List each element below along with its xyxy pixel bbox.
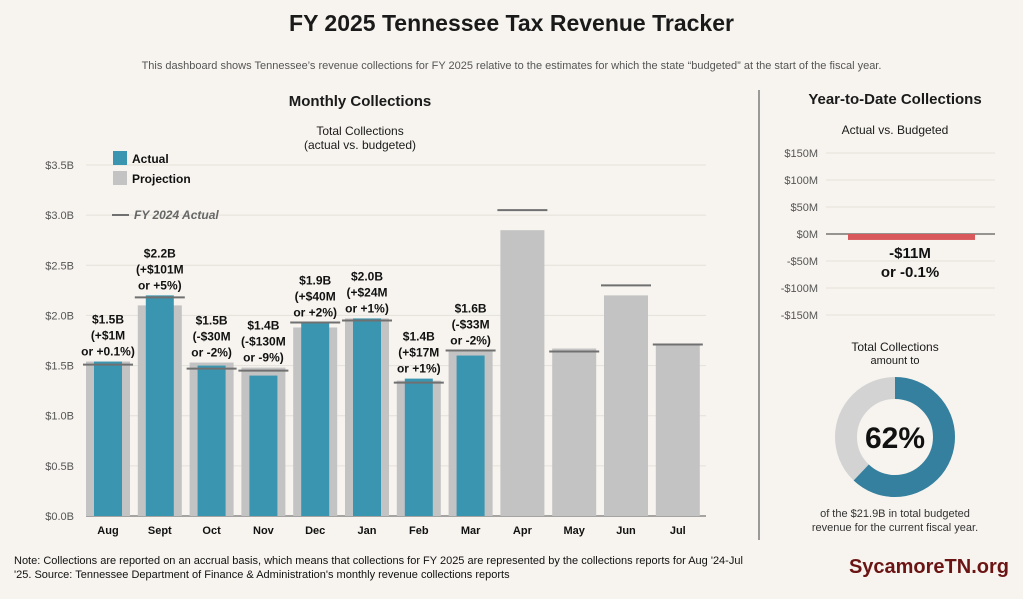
y-tick-label: $3.5B: [45, 160, 74, 172]
ytd-bar: [848, 234, 975, 240]
x-tick-label: May: [563, 525, 585, 537]
footnote-line1: Note: Collections are reported on an acc…: [14, 555, 743, 567]
projection-bar: [552, 348, 597, 516]
x-tick-label: Jul: [670, 525, 686, 537]
monthly-chart-title-line1: Total Collections: [316, 124, 404, 138]
data-label: (-$130M: [241, 335, 286, 349]
actual-bar: [404, 378, 433, 516]
ytd-chart-title: Actual vs. Budgeted: [841, 123, 949, 137]
ytd-y-tick-label: -$100M: [781, 283, 818, 295]
data-label: or +1%): [397, 362, 441, 376]
monthly-chart-title: Total Collections (actual vs. budgeted): [230, 124, 490, 152]
data-label: (+$24M: [346, 285, 387, 299]
y-tick-label: $2.0B: [45, 310, 74, 322]
data-label: (+$40M: [295, 289, 336, 303]
section-divider: [758, 90, 760, 540]
data-label: or -9%): [243, 351, 284, 365]
footnote: Note: Collections are reported on an acc…: [14, 554, 794, 582]
ytd-data-label: -$11M: [889, 245, 931, 262]
data-label: $2.0B: [351, 269, 383, 283]
legend-actual-swatch: [113, 151, 127, 165]
legend-projection-label: Projection: [132, 172, 191, 186]
x-tick-label: Jun: [616, 525, 636, 537]
y-tick-label: $1.0B: [45, 411, 74, 423]
legend-fy2024-label: FY 2024 Actual: [134, 208, 219, 222]
donut-caption-top: Total Collections amount to: [820, 340, 970, 368]
ytd-section-title: Year-to-Date Collections: [808, 91, 982, 108]
x-tick-label: Mar: [461, 525, 481, 537]
actual-bar: [456, 355, 485, 516]
x-tick-label: Apr: [513, 525, 533, 537]
ytd-y-tick-label: $100M: [784, 175, 818, 187]
actual-bar: [197, 365, 226, 516]
ytd-y-tick-label: $0M: [797, 229, 818, 241]
data-label: (-$33M: [452, 318, 490, 332]
projection-bar: [604, 295, 648, 516]
projection-bar: [655, 345, 700, 516]
data-label: $1.6B: [455, 302, 487, 316]
monthly-chart-title-line2: (actual vs. budgeted): [303, 138, 417, 152]
data-label: (+$17M: [398, 346, 439, 360]
y-tick-label: $0.5B: [45, 461, 74, 473]
ytd-y-tick-label: -$50M: [787, 256, 818, 268]
data-label: or +5%): [138, 278, 182, 292]
donut-footer-line1: of the $21.9B in total budgeted: [820, 508, 970, 520]
actual-bar: [249, 375, 278, 516]
x-tick-label: Dec: [305, 525, 325, 537]
actual-bar: [94, 361, 122, 516]
data-label: (-$30M: [193, 330, 231, 344]
footnote-line2: '25. Source: Tennessee Department of Fin…: [14, 569, 510, 581]
ytd-y-tick-label: $50M: [790, 202, 818, 214]
x-tick-label: Oct: [202, 525, 221, 537]
page-subtitle: This dashboard shows Tennessee’s revenue…: [141, 60, 882, 72]
data-label: $1.5B: [92, 313, 124, 327]
data-label: or -2%): [450, 334, 491, 348]
y-tick-label: $0.0B: [45, 511, 74, 523]
x-tick-label: Aug: [97, 525, 118, 537]
actual-bar: [353, 318, 381, 516]
ytd-data-label: or -0.1%: [881, 264, 939, 281]
actual-bar: [301, 323, 330, 516]
y-tick-label: $1.5B: [45, 361, 74, 373]
x-tick-label: Jan: [358, 525, 377, 537]
projection-bar: [500, 230, 545, 516]
x-tick-label: Feb: [409, 525, 429, 537]
data-label: $1.5B: [196, 314, 228, 328]
monthly-section-title: Monthly Collections: [288, 93, 432, 110]
data-label: $2.2B: [144, 246, 176, 260]
page-title: FY 2025 Tennessee Tax Revenue Tracker: [289, 10, 734, 36]
data-label: (+$101M: [136, 262, 184, 276]
donut-caption-line2: amount to: [870, 355, 920, 367]
legend-projection-swatch: [113, 171, 127, 185]
donut-center-label: 62%: [865, 422, 925, 455]
ytd-y-tick-label: $150M: [784, 148, 818, 160]
legend-actual-label: Actual: [132, 152, 169, 166]
donut-caption-line1: Total Collections: [851, 340, 939, 354]
data-label: or +1%): [345, 301, 389, 315]
data-label: $1.9B: [299, 273, 331, 287]
donut-footer-line2: revenue for the current fiscal year.: [811, 522, 979, 534]
ytd-y-tick-label: -$150M: [781, 310, 818, 322]
x-tick-label: Nov: [253, 525, 275, 537]
data-label: (+$1M: [91, 329, 125, 343]
brand-logo-text[interactable]: SycamoreTN.org: [848, 556, 1009, 578]
donut-collected-slice: [835, 377, 955, 497]
data-label: or +0.1%): [81, 345, 135, 359]
x-tick-label: Sept: [148, 525, 172, 537]
actual-bar: [145, 295, 174, 516]
y-tick-label: $2.5B: [45, 260, 74, 272]
data-label: $1.4B: [247, 319, 279, 333]
donut-caption-bottom: of the $21.9B in total budgeted revenue …: [800, 507, 990, 535]
data-label: or -2%): [191, 346, 232, 360]
data-label: or +2%): [293, 305, 337, 319]
data-label: $1.4B: [403, 330, 435, 344]
y-tick-label: $3.0B: [45, 210, 74, 222]
